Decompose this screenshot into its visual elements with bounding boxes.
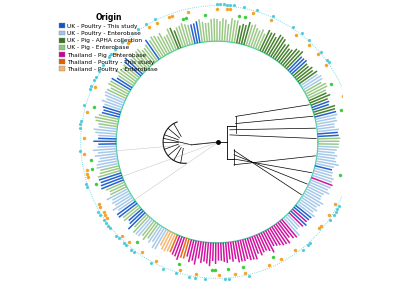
Legend: UK - Poultry - This study, UK - Poultry - Enterobase, UK - Pig - APHA collection: UK - Poultry - This study, UK - Poultry … [58,11,159,73]
